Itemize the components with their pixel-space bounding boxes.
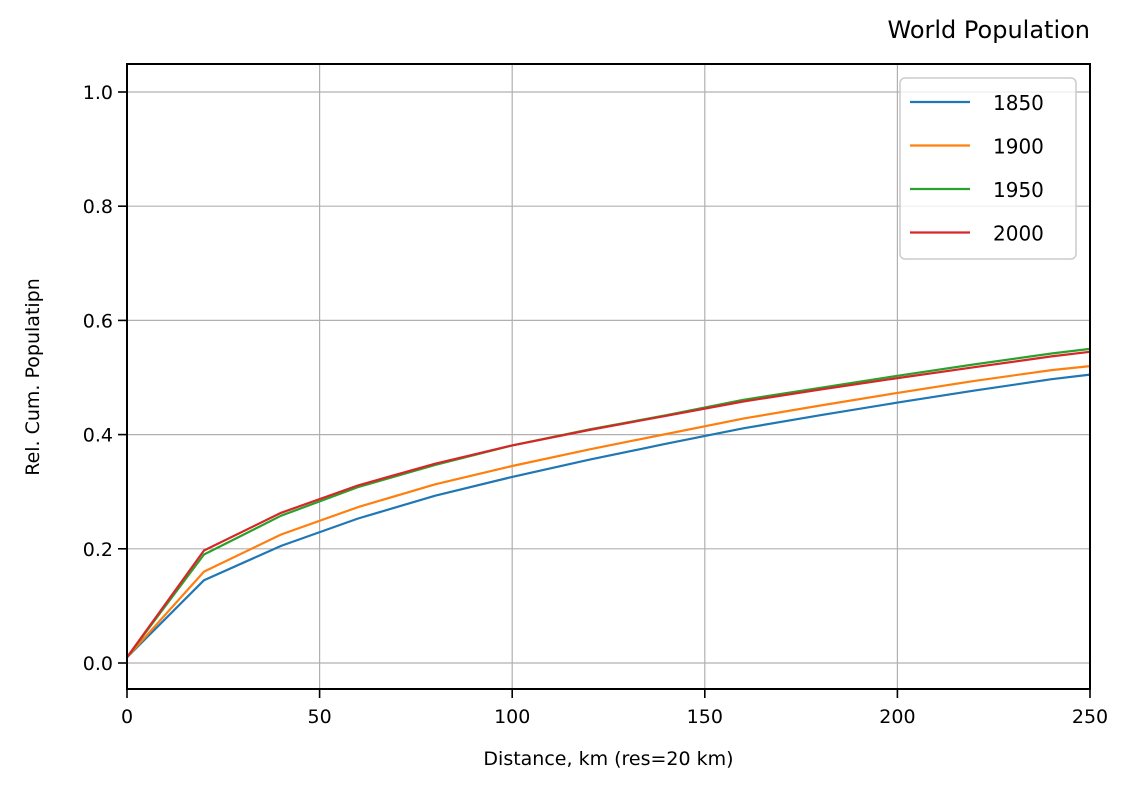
y-tick-label: 1.0 [83, 82, 113, 104]
x-tick-label: 50 [308, 706, 332, 728]
x-tick-label: 0 [121, 706, 133, 728]
plot-frame [126, 63, 1091, 690]
legend-label-2000: 2000 [993, 222, 1044, 246]
x-tick-label: 250 [1072, 706, 1108, 728]
y-tick-label: 0.0 [83, 653, 113, 675]
y-tick-label: 0.4 [83, 425, 113, 447]
x-tick-label: 200 [879, 706, 915, 728]
legend-label-1950: 1950 [993, 178, 1044, 202]
x-tick-label: 150 [687, 706, 723, 728]
y-tick-label: 0.2 [83, 539, 113, 561]
x-tick-label: 100 [494, 706, 530, 728]
y-tick-label: 0.6 [83, 310, 113, 332]
legend: 1850 1900 1950 2000 [899, 77, 1077, 260]
axis-ticks: 0 50 100 150 200 250 0.0 0.2 0.4 0.6 0.8 1.0 [83, 82, 1108, 728]
chart-title: World Population [887, 16, 1091, 44]
data-series [126, 347, 1091, 659]
series-line-1850 [126, 373, 1091, 659]
series-line-2000 [126, 350, 1091, 658]
y-tick-label: 0.8 [83, 196, 113, 218]
legend-label-1850: 1850 [993, 91, 1044, 115]
x-axis-label: Distance, km (res=20 km) [483, 748, 734, 770]
legend-label-1900: 1900 [993, 135, 1044, 159]
legend-box [899, 77, 1077, 260]
series-line-1900 [126, 365, 1091, 659]
